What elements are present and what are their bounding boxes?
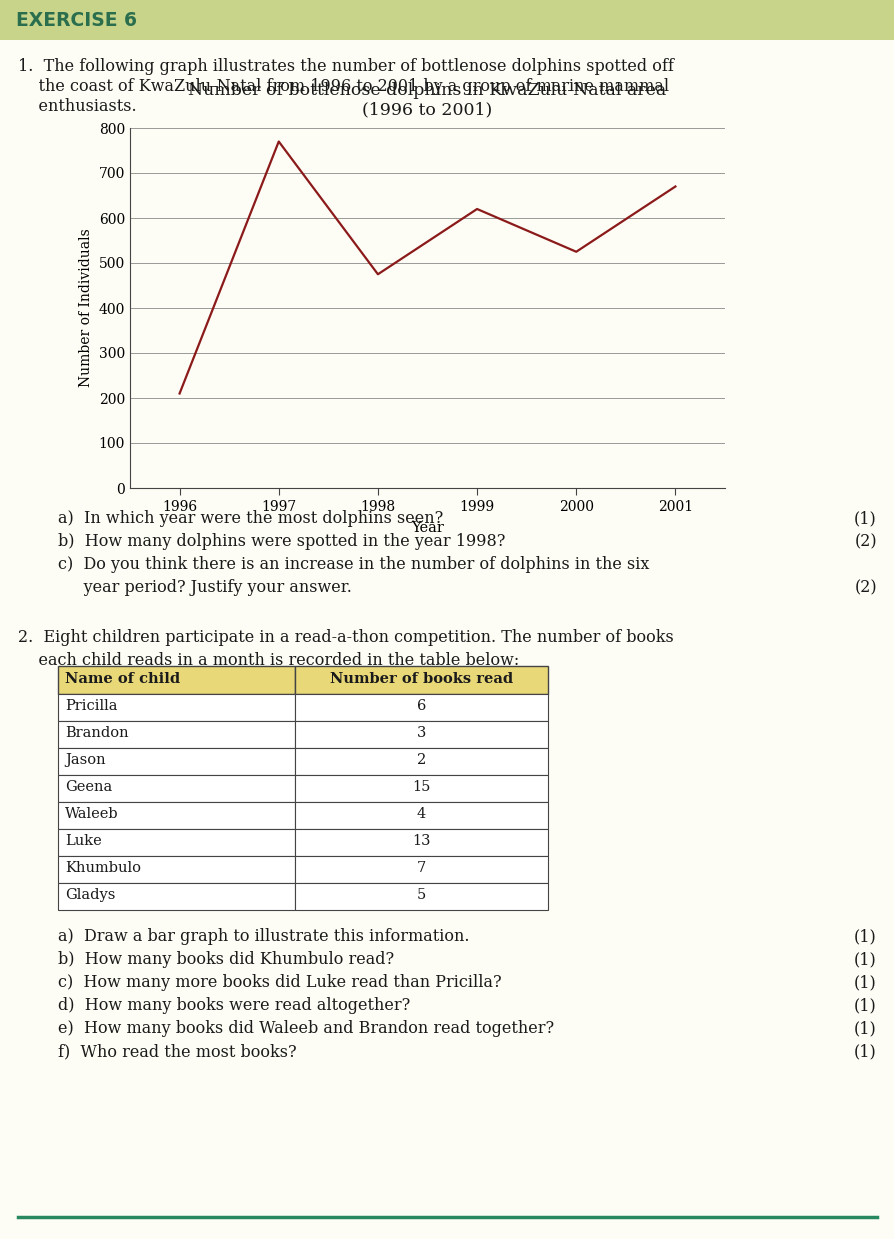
Text: 4: 4 [417, 807, 426, 821]
Text: the coast of KwaZulu-Natal from 1996 to 2001 by a group of marine mammal: the coast of KwaZulu-Natal from 1996 to … [18, 78, 669, 95]
X-axis label: Year: Year [410, 520, 443, 535]
Text: Name of child: Name of child [65, 672, 180, 686]
Text: (1): (1) [853, 974, 876, 991]
Bar [295, 721, 547, 748]
Text: EXERCISE 6: EXERCISE 6 [16, 10, 137, 30]
Bar [295, 694, 547, 721]
Text: (1): (1) [853, 1043, 876, 1061]
Bar [58, 721, 295, 748]
Title: Number of bottlenose dolphins in KwaZulu-Natal area
(1996 to 2001): Number of bottlenose dolphins in KwaZulu… [188, 82, 666, 118]
Text: year period? Justify your answer.: year period? Justify your answer. [58, 579, 351, 596]
Text: Waleeb: Waleeb [65, 807, 119, 821]
Text: (1): (1) [853, 510, 876, 527]
Text: enthusiasts.: enthusiasts. [18, 98, 137, 115]
Text: Jason: Jason [65, 753, 105, 767]
Text: Geena: Geena [65, 781, 112, 794]
Text: e)  How many books did Waleeb and Brandon read together?: e) How many books did Waleeb and Brandon… [58, 1020, 553, 1037]
Bar [58, 829, 295, 856]
Text: Pricilla: Pricilla [65, 699, 117, 712]
Bar [295, 883, 547, 909]
Bar [58, 667, 295, 694]
Text: (2): (2) [854, 533, 876, 550]
Text: 13: 13 [412, 834, 430, 847]
Text: a)  Draw a bar graph to illustrate this information.: a) Draw a bar graph to illustrate this i… [58, 928, 469, 945]
Text: 6: 6 [417, 699, 426, 712]
Bar [295, 667, 547, 694]
Text: Luke: Luke [65, 834, 102, 847]
Bar [295, 802, 547, 829]
Bar [0, 0, 894, 40]
Text: (1): (1) [853, 952, 876, 968]
Text: (1): (1) [853, 997, 876, 1014]
Bar [58, 883, 295, 909]
Text: (1): (1) [853, 928, 876, 945]
Text: 3: 3 [417, 726, 426, 740]
Text: b)  How many dolphins were spotted in the year 1998?: b) How many dolphins were spotted in the… [58, 533, 505, 550]
Text: 1.  The following graph illustrates the number of bottlenose dolphins spotted of: 1. The following graph illustrates the n… [18, 58, 673, 76]
Text: b)  How many books did Khumbulo read?: b) How many books did Khumbulo read? [58, 952, 393, 968]
Bar [295, 856, 547, 883]
Bar [295, 776, 547, 802]
Bar [58, 802, 295, 829]
Text: f)  Who read the most books?: f) Who read the most books? [58, 1043, 296, 1061]
Text: 2.  Eight children participate in a read-a-thon competition. The number of books: 2. Eight children participate in a read-… [18, 629, 673, 646]
Bar [58, 856, 295, 883]
Text: Brandon: Brandon [65, 726, 129, 740]
Bar [58, 776, 295, 802]
Text: 2: 2 [417, 753, 426, 767]
Text: (2): (2) [854, 579, 876, 596]
Text: 5: 5 [417, 888, 426, 902]
Text: a)  In which year were the most dolphins seen?: a) In which year were the most dolphins … [58, 510, 443, 527]
Y-axis label: Number of Individuals: Number of Individuals [80, 229, 93, 388]
Bar [58, 694, 295, 721]
Text: Gladys: Gladys [65, 888, 115, 902]
Text: 7: 7 [417, 861, 426, 875]
Text: c)  How many more books did Luke read than Pricilla?: c) How many more books did Luke read tha… [58, 974, 501, 991]
Text: c)  Do you think there is an increase in the number of dolphins in the six: c) Do you think there is an increase in … [58, 556, 649, 572]
Bar [58, 748, 295, 776]
Text: each child reads in a month is recorded in the table below:: each child reads in a month is recorded … [18, 652, 519, 669]
Bar [295, 829, 547, 856]
Text: 15: 15 [412, 781, 430, 794]
Text: d)  How many books were read altogether?: d) How many books were read altogether? [58, 997, 409, 1014]
Bar [295, 748, 547, 776]
Text: (1): (1) [853, 1020, 876, 1037]
Text: Number of books read: Number of books read [330, 672, 512, 686]
Text: Khumbulo: Khumbulo [65, 861, 141, 875]
